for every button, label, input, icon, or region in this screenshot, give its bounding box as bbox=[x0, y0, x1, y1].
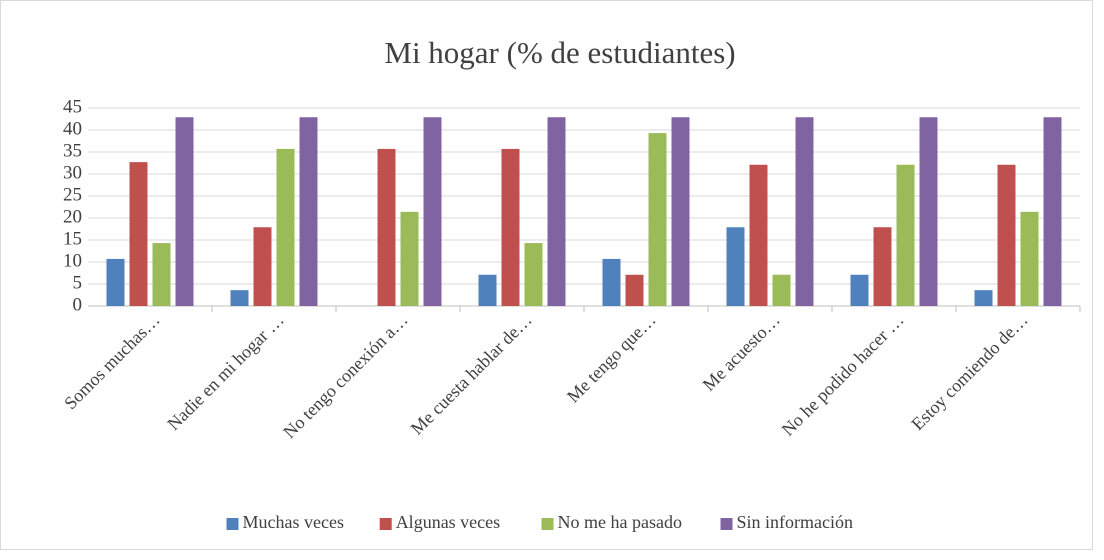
bar bbox=[997, 164, 1016, 306]
bar bbox=[919, 117, 938, 307]
legend-label: Muchas veces bbox=[243, 512, 344, 532]
legend-swatch bbox=[541, 518, 554, 530]
bar bbox=[524, 243, 543, 306]
bar bbox=[896, 164, 915, 306]
bar bbox=[400, 211, 419, 306]
bar bbox=[648, 133, 667, 306]
bar bbox=[795, 117, 814, 307]
legend-swatch bbox=[379, 518, 392, 530]
bar bbox=[152, 243, 171, 306]
y-tick-label: 20 bbox=[63, 206, 82, 227]
y-tick-label: 30 bbox=[63, 162, 82, 183]
legend-swatch bbox=[720, 518, 733, 530]
legend-label: No me ha pasado bbox=[558, 512, 682, 532]
bar bbox=[749, 164, 768, 306]
y-tick-label: 15 bbox=[63, 228, 82, 249]
bar bbox=[230, 290, 249, 306]
bar bbox=[129, 162, 148, 306]
bar bbox=[772, 274, 791, 306]
bar bbox=[873, 227, 892, 306]
bar bbox=[276, 148, 295, 306]
y-tick-label: 45 bbox=[63, 96, 82, 117]
bar bbox=[175, 117, 194, 307]
bar bbox=[478, 274, 497, 306]
y-tick-label: 5 bbox=[73, 272, 83, 293]
bar bbox=[602, 258, 621, 306]
legend-label: Sin información bbox=[737, 512, 853, 532]
y-tick-label: 25 bbox=[63, 184, 82, 205]
bar bbox=[1043, 117, 1062, 307]
bar bbox=[377, 148, 396, 306]
y-tick-label: 35 bbox=[63, 140, 82, 161]
bar bbox=[501, 148, 520, 306]
bar bbox=[423, 117, 442, 307]
y-tick-label: 40 bbox=[63, 118, 82, 139]
y-tick-label: 10 bbox=[63, 250, 82, 271]
bar bbox=[106, 258, 125, 306]
legend-swatch bbox=[226, 518, 239, 530]
bar bbox=[625, 274, 644, 306]
legend-label: Algunas veces bbox=[396, 512, 500, 532]
y-tick-label: 0 bbox=[73, 294, 83, 315]
bar bbox=[1020, 211, 1039, 306]
bar bbox=[974, 290, 993, 306]
bar bbox=[299, 117, 318, 307]
chart-title: Mi hogar (% de estudiantes) bbox=[384, 35, 735, 70]
bar bbox=[850, 274, 869, 306]
bar bbox=[671, 117, 690, 307]
bar bbox=[253, 227, 272, 306]
bar bbox=[726, 227, 745, 306]
bar bbox=[547, 117, 566, 307]
